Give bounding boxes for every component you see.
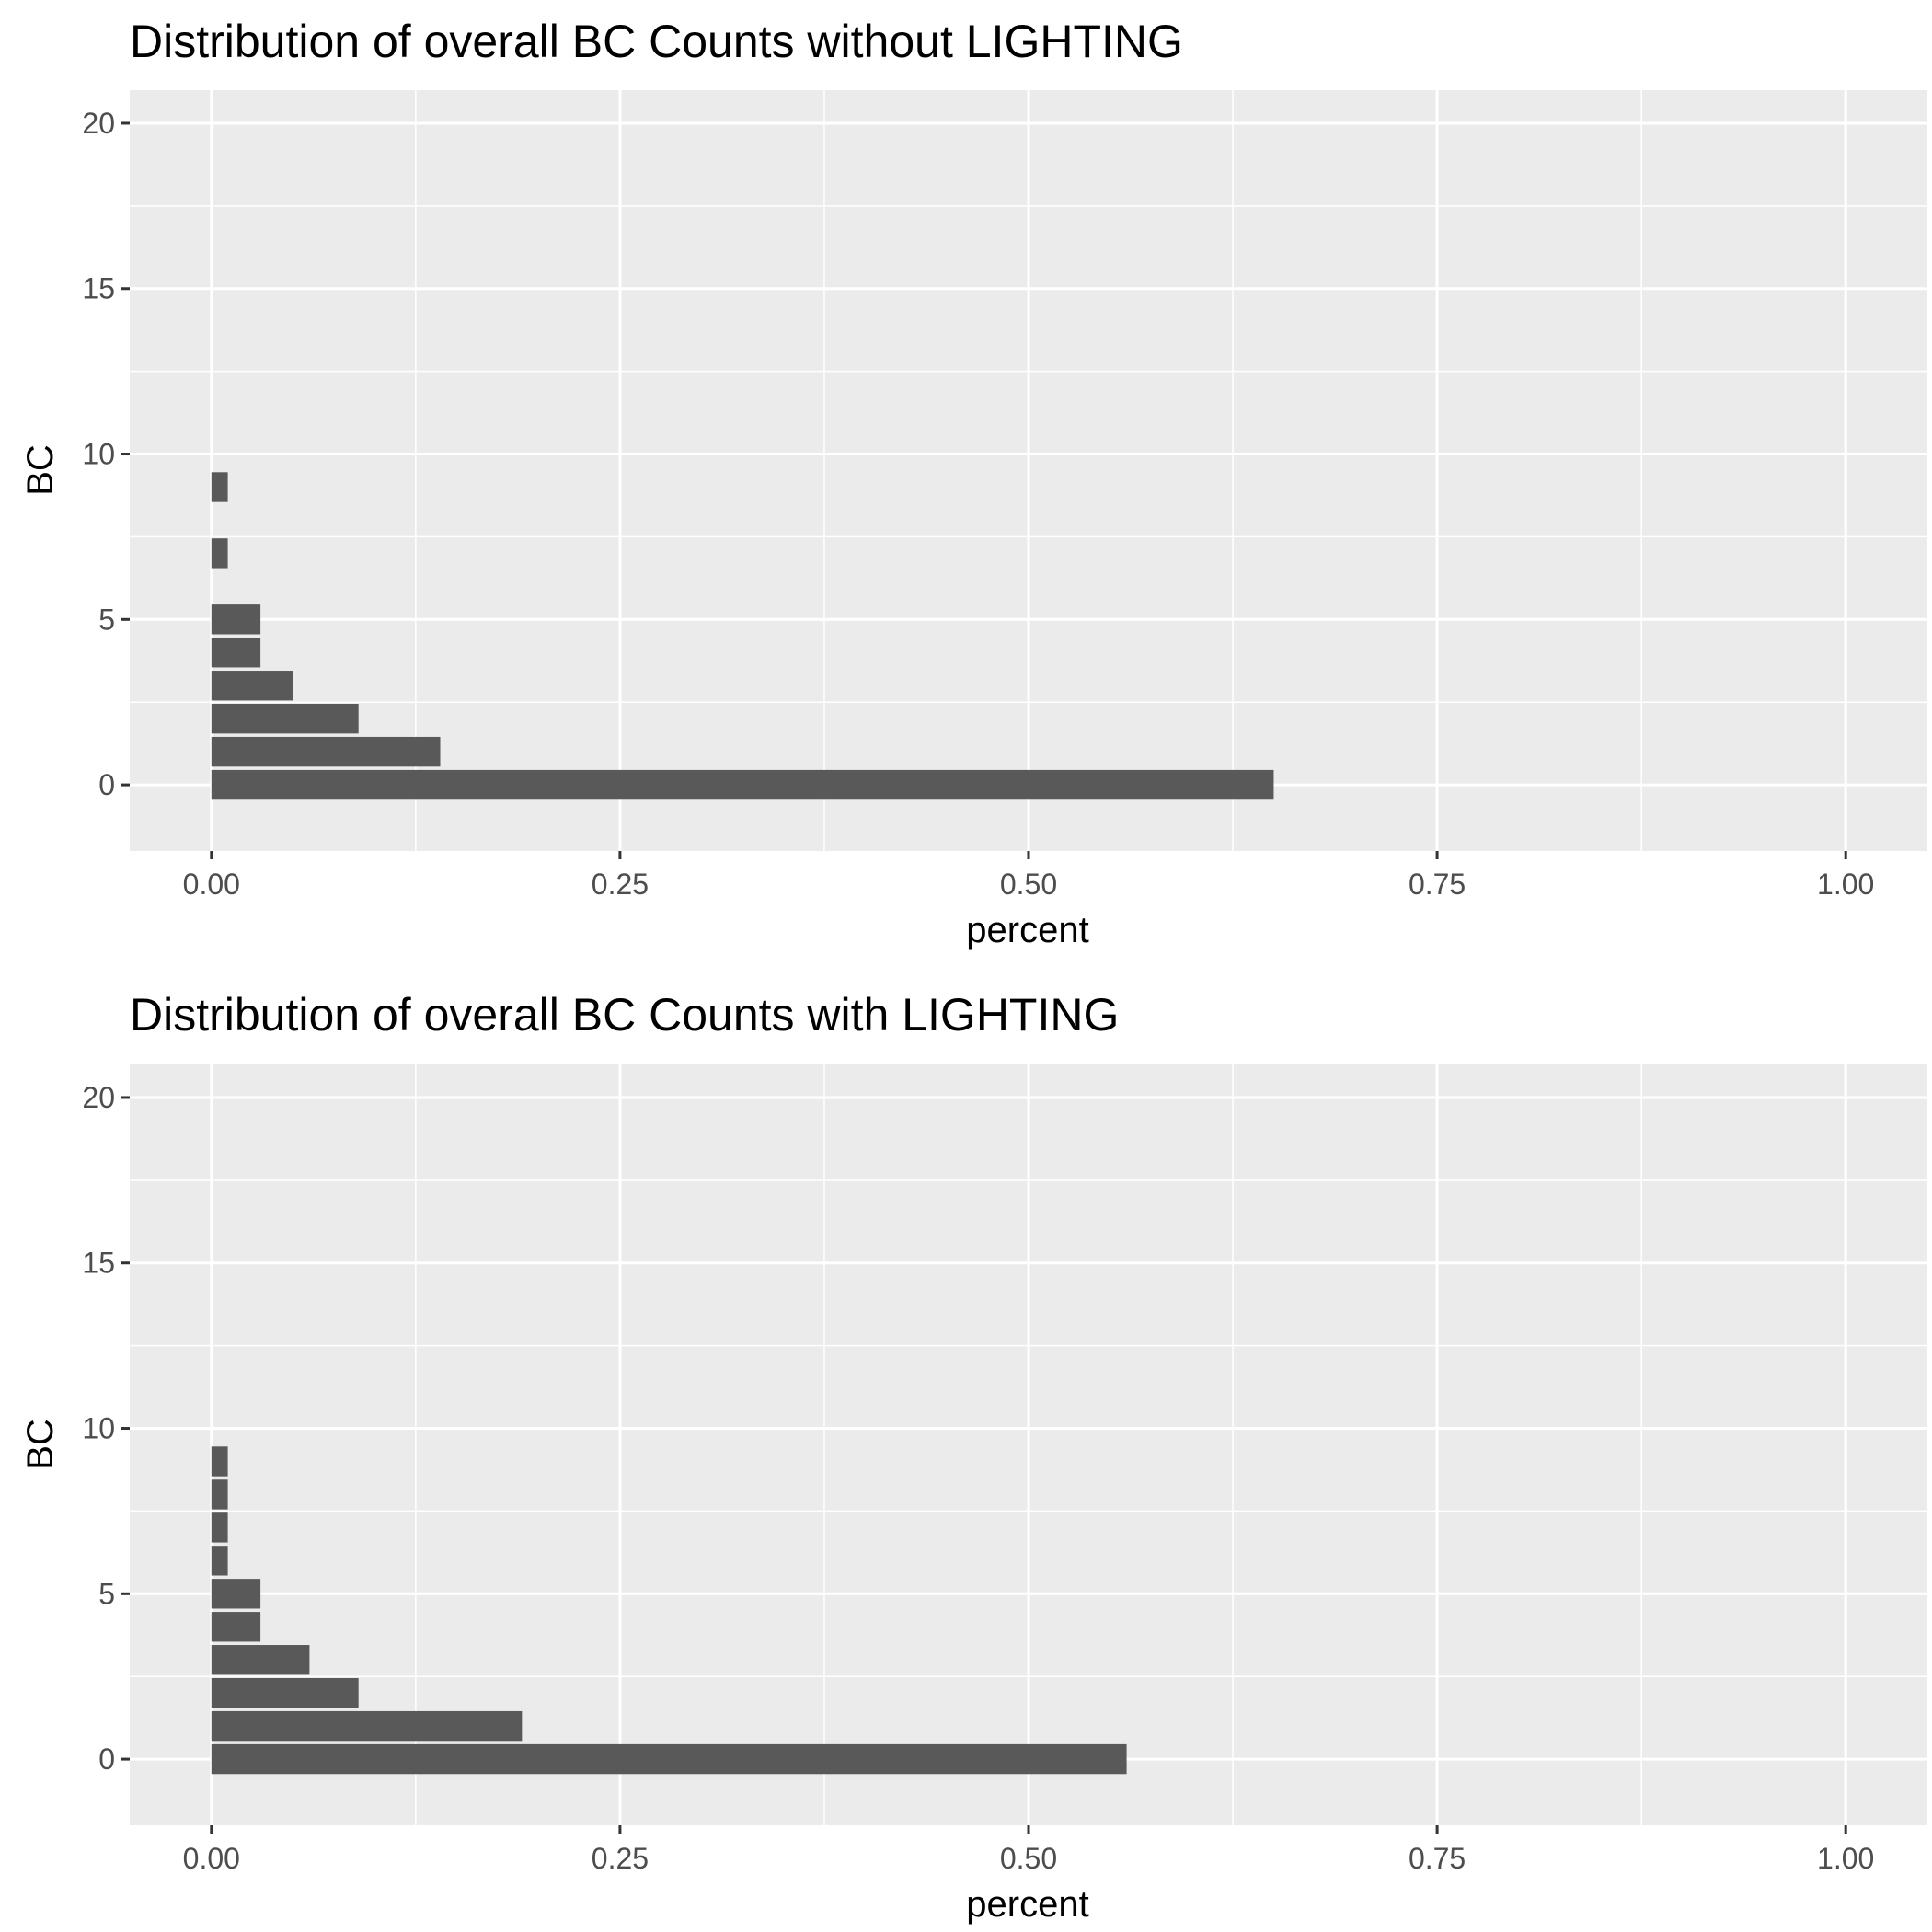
chart-with-lighting: Distribution of overall BC Counts with L… <box>20 989 1927 1925</box>
bar-bc-3 <box>211 671 293 701</box>
x-axis-ticks: 0.00 0.25 0.50 0.75 1.00 <box>183 851 1874 901</box>
x-tick-label: 1.00 <box>1817 1842 1874 1875</box>
x-tick-label: 0.00 <box>183 868 240 901</box>
bar-bc-7 <box>211 538 228 569</box>
bar-bc-2 <box>211 1677 359 1708</box>
bar-bc-6 <box>211 1546 228 1576</box>
bar-bc-4 <box>211 638 261 668</box>
x-tick-label: 0.25 <box>592 868 649 901</box>
bar-bc-5 <box>211 1579 261 1609</box>
y-tick-label: 10 <box>82 438 115 471</box>
bar-bc-1 <box>211 736 441 767</box>
x-axis-ticks: 0.00 0.25 0.50 0.75 1.00 <box>183 1825 1874 1875</box>
x-tick-label: 0.75 <box>1409 868 1466 901</box>
y-tick-label: 20 <box>82 107 115 140</box>
x-tick-label: 0.00 <box>183 1842 240 1875</box>
y-tick-label: 0 <box>98 1742 115 1776</box>
bar-bc-4 <box>211 1612 261 1642</box>
y-tick-label: 5 <box>98 603 115 636</box>
bars <box>211 472 1274 800</box>
y-tick-label: 5 <box>98 1577 115 1610</box>
bar-bc-9 <box>211 472 228 502</box>
x-tick-label: 0.75 <box>1409 1842 1466 1875</box>
bar-bc-3 <box>211 1645 310 1675</box>
x-axis-title: percent <box>966 1884 1088 1925</box>
y-tick-label: 0 <box>98 768 115 801</box>
bars <box>211 1446 1127 1775</box>
bar-bc-8 <box>211 1479 228 1510</box>
x-tick-label: 0.50 <box>1000 1842 1057 1875</box>
bar-bc-0 <box>211 769 1274 800</box>
bar-bc-1 <box>211 1710 523 1742</box>
x-tick-label: 0.50 <box>1000 868 1057 901</box>
chart-title: Distribution of overall BC Counts with L… <box>130 989 1119 1041</box>
y-axis-ticks: 0 5 10 15 20 <box>82 1081 130 1776</box>
bar-bc-2 <box>211 703 359 734</box>
y-axis-title: BC <box>20 444 61 496</box>
y-tick-label: 15 <box>82 1247 115 1280</box>
y-tick-label: 15 <box>82 272 115 305</box>
bar-bc-0 <box>211 1743 1127 1775</box>
y-tick-label: 10 <box>82 1412 115 1445</box>
chart-without-lighting: Distribution of overall BC Counts withou… <box>20 16 1927 950</box>
bar-bc-7 <box>211 1512 228 1543</box>
chart-title: Distribution of overall BC Counts withou… <box>130 16 1183 67</box>
y-tick-label: 20 <box>82 1081 115 1114</box>
x-tick-label: 1.00 <box>1817 868 1874 901</box>
x-axis-title: percent <box>966 910 1088 950</box>
bar-bc-9 <box>211 1446 228 1477</box>
x-tick-label: 0.25 <box>592 1842 649 1875</box>
y-axis-title: BC <box>20 1419 61 1470</box>
y-axis-ticks: 0 5 10 15 20 <box>82 107 130 801</box>
bar-bc-5 <box>211 604 261 635</box>
